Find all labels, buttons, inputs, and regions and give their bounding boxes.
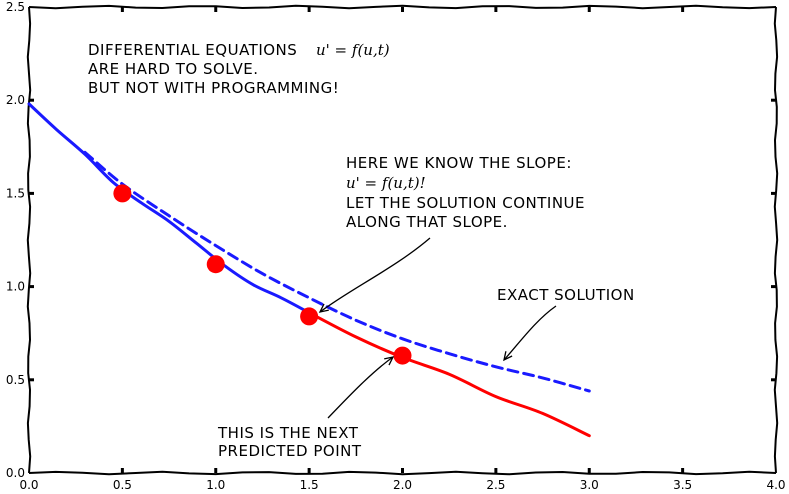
data-point-2: [300, 307, 318, 325]
title-math: u' = f(u,t): [316, 41, 390, 59]
slope-math-suffix: !: [420, 174, 426, 192]
predicted-line-2: predicted point: [218, 442, 362, 460]
exact-annotation: Exact solution: [497, 286, 635, 304]
x-tick-label: 1.0: [206, 478, 225, 492]
exact-label: Exact solution: [497, 286, 635, 304]
slope-annotation: Here we know the slope: u' = f(u,t)! Let…: [346, 154, 585, 231]
title-line-2: are hard to solve.: [88, 60, 259, 78]
predicted-arrow: [328, 357, 393, 418]
frame-left: [28, 7, 30, 473]
slope-line-3: Let the solution continue: [346, 194, 585, 212]
x-tick-label: 3.0: [580, 478, 599, 492]
y-tick-label: 2.0: [6, 93, 25, 107]
x-tick-label: 3.5: [673, 478, 692, 492]
data-point-3: [394, 347, 412, 365]
exact-arrow: [504, 306, 556, 360]
data-point-1: [207, 255, 225, 273]
predicted-annotation: This is the next predicted point: [217, 424, 362, 460]
y-tick-label: 1.0: [6, 280, 25, 294]
y-tick-label: 1.5: [6, 186, 25, 200]
frame-right: [775, 7, 777, 473]
x-tick-label: 1.5: [300, 478, 319, 492]
y-tick-label: 0.0: [6, 466, 25, 480]
title-annotation: Differential equations u' = f(u,t) are h…: [88, 41, 390, 97]
slope-arrow: [320, 238, 430, 312]
predicted-line-1: This is the next: [217, 424, 359, 442]
title-line-1: Differential equations: [88, 41, 297, 59]
slope-math: u' = f(u,t)!: [346, 174, 426, 192]
slope-math-expr: u' = f(u,t): [346, 174, 420, 192]
data-point-0: [113, 184, 131, 202]
x-tick-label: 2.0: [393, 478, 412, 492]
y-tick-label: 0.5: [6, 373, 25, 387]
x-tick-label: 2.5: [486, 478, 505, 492]
title-line-3: But not with programming!: [88, 79, 339, 97]
x-tick-label: 0.5: [113, 478, 132, 492]
y-tick-label: 2.5: [6, 0, 25, 14]
slope-line-1: Here we know the slope:: [346, 154, 572, 172]
series-line-2: [85, 152, 589, 391]
series-line-1: [309, 313, 589, 436]
x-tick-label: 0.0: [19, 478, 38, 492]
slope-line-4: along that slope.: [346, 213, 508, 231]
series-line-0: [29, 104, 309, 313]
x-tick-label: 4.0: [766, 478, 785, 492]
annotation-arrows: [320, 238, 556, 418]
